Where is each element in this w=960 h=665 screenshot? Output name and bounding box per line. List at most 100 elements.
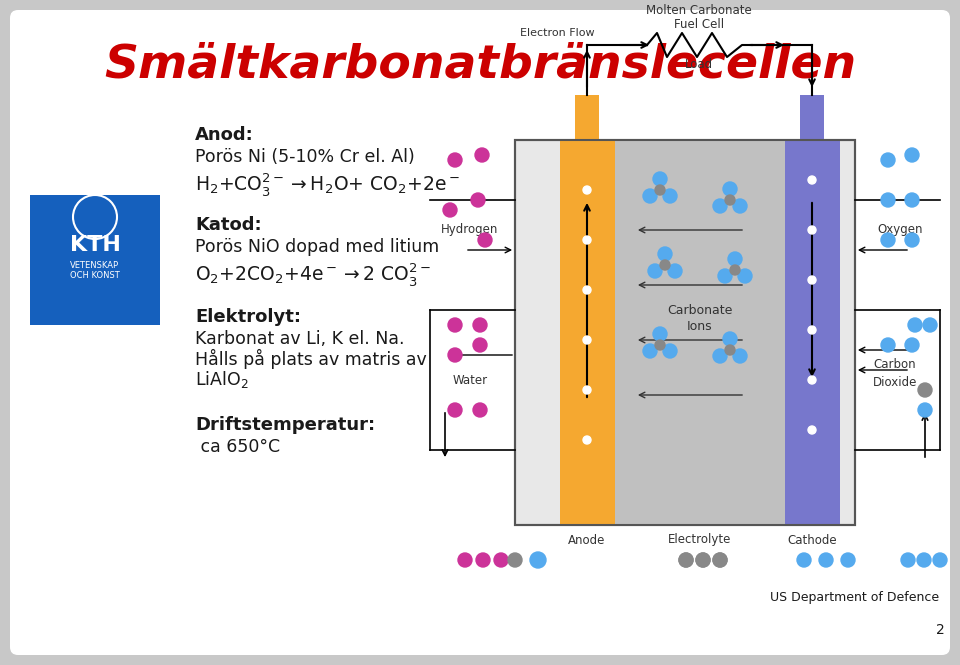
Circle shape bbox=[696, 553, 710, 567]
Text: Porös Ni (5-10% Cr el. Al): Porös Ni (5-10% Cr el. Al) bbox=[195, 148, 415, 166]
Circle shape bbox=[718, 269, 732, 283]
Circle shape bbox=[808, 376, 816, 384]
Bar bbox=[515, 140, 855, 525]
Text: Smältkarbonatbränslecellen: Smältkarbonatbränslecellen bbox=[104, 43, 856, 88]
Circle shape bbox=[583, 336, 591, 344]
Circle shape bbox=[797, 553, 811, 567]
Text: Hydrogen: Hydrogen bbox=[442, 223, 498, 237]
Circle shape bbox=[819, 553, 833, 567]
Circle shape bbox=[655, 340, 665, 350]
Circle shape bbox=[663, 344, 677, 358]
Bar bbox=[560, 140, 615, 525]
Text: Elektrolyt:: Elektrolyt: bbox=[195, 308, 301, 326]
Circle shape bbox=[905, 338, 919, 352]
Circle shape bbox=[881, 153, 895, 167]
Text: Water: Water bbox=[452, 374, 488, 386]
Circle shape bbox=[648, 264, 662, 278]
Bar bbox=[615, 140, 785, 525]
Text: Hålls på plats av matris av: Hålls på plats av matris av bbox=[195, 349, 427, 369]
Bar bbox=[30, 195, 160, 325]
Circle shape bbox=[448, 318, 462, 332]
Circle shape bbox=[808, 326, 816, 334]
Text: H$_2$+CO$_3^{2-}$$\rightarrow$H$_2$O+ CO$_2$+2e$^-$: H$_2$+CO$_3^{2-}$$\rightarrow$H$_2$O+ CO… bbox=[195, 172, 460, 198]
Circle shape bbox=[881, 193, 895, 207]
Text: Katod:: Katod: bbox=[195, 216, 262, 234]
Circle shape bbox=[905, 233, 919, 247]
Circle shape bbox=[471, 193, 485, 207]
Circle shape bbox=[443, 203, 457, 217]
Text: ca 650°C: ca 650°C bbox=[195, 438, 280, 456]
Circle shape bbox=[905, 148, 919, 162]
Text: Electrolyte: Electrolyte bbox=[668, 533, 732, 547]
Circle shape bbox=[643, 344, 657, 358]
Circle shape bbox=[923, 318, 937, 332]
Circle shape bbox=[643, 189, 657, 203]
Circle shape bbox=[881, 233, 895, 247]
Circle shape bbox=[478, 233, 492, 247]
Text: Anode: Anode bbox=[568, 533, 606, 547]
Circle shape bbox=[508, 553, 522, 567]
Circle shape bbox=[713, 349, 727, 363]
Text: Porös NiO dopad med litium: Porös NiO dopad med litium bbox=[195, 238, 440, 256]
Circle shape bbox=[448, 348, 462, 362]
Circle shape bbox=[908, 318, 922, 332]
Circle shape bbox=[728, 252, 742, 266]
Text: OCH KONST: OCH KONST bbox=[70, 271, 120, 279]
Circle shape bbox=[583, 286, 591, 294]
Bar bbox=[575, 95, 599, 140]
Circle shape bbox=[725, 195, 735, 205]
Text: Dioxide: Dioxide bbox=[873, 376, 917, 388]
Circle shape bbox=[713, 553, 727, 567]
Circle shape bbox=[476, 553, 490, 567]
Circle shape bbox=[723, 332, 737, 346]
Circle shape bbox=[918, 403, 932, 417]
Circle shape bbox=[696, 553, 710, 567]
Circle shape bbox=[841, 553, 855, 567]
Circle shape bbox=[808, 226, 816, 234]
Circle shape bbox=[663, 189, 677, 203]
Circle shape bbox=[583, 186, 591, 194]
Circle shape bbox=[448, 153, 462, 167]
Text: US Department of Defence: US Department of Defence bbox=[771, 591, 940, 604]
Circle shape bbox=[494, 553, 508, 567]
Circle shape bbox=[730, 265, 740, 275]
Circle shape bbox=[473, 338, 487, 352]
Circle shape bbox=[808, 426, 816, 434]
Circle shape bbox=[679, 553, 693, 567]
Text: 2: 2 bbox=[936, 623, 945, 637]
Circle shape bbox=[738, 269, 752, 283]
Circle shape bbox=[655, 185, 665, 195]
Circle shape bbox=[901, 553, 915, 567]
Bar bbox=[800, 95, 824, 140]
Circle shape bbox=[475, 148, 489, 162]
Text: Molten Carbonate: Molten Carbonate bbox=[646, 3, 752, 17]
Circle shape bbox=[713, 199, 727, 213]
Circle shape bbox=[881, 338, 895, 352]
Circle shape bbox=[583, 236, 591, 244]
Circle shape bbox=[733, 349, 747, 363]
Circle shape bbox=[808, 176, 816, 184]
Circle shape bbox=[713, 553, 727, 567]
Bar bbox=[515, 140, 855, 525]
Text: Anod:: Anod: bbox=[195, 126, 253, 144]
Text: Oxygen: Oxygen bbox=[877, 223, 923, 237]
Circle shape bbox=[723, 182, 737, 196]
Text: Cathode: Cathode bbox=[787, 533, 837, 547]
Circle shape bbox=[918, 383, 932, 397]
Text: O$_2$+2CO$_2$+4e$^-$$\rightarrow$2 CO$_3^{2-}$: O$_2$+2CO$_2$+4e$^-$$\rightarrow$2 CO$_3… bbox=[195, 261, 431, 289]
Text: Load: Load bbox=[684, 59, 713, 72]
Circle shape bbox=[458, 553, 472, 567]
Text: Karbonat av Li, K el. Na.: Karbonat av Li, K el. Na. bbox=[195, 330, 404, 348]
Circle shape bbox=[679, 553, 693, 567]
Circle shape bbox=[530, 552, 546, 568]
Text: LiAlO$_2$: LiAlO$_2$ bbox=[195, 368, 249, 390]
Text: Driftstemperatur:: Driftstemperatur: bbox=[195, 416, 375, 434]
Circle shape bbox=[725, 345, 735, 355]
Text: Ions: Ions bbox=[687, 321, 713, 334]
Circle shape bbox=[917, 553, 931, 567]
Text: Electron Flow: Electron Flow bbox=[519, 28, 594, 38]
Text: KTH: KTH bbox=[69, 235, 120, 255]
Circle shape bbox=[733, 199, 747, 213]
Circle shape bbox=[448, 403, 462, 417]
Circle shape bbox=[933, 553, 947, 567]
